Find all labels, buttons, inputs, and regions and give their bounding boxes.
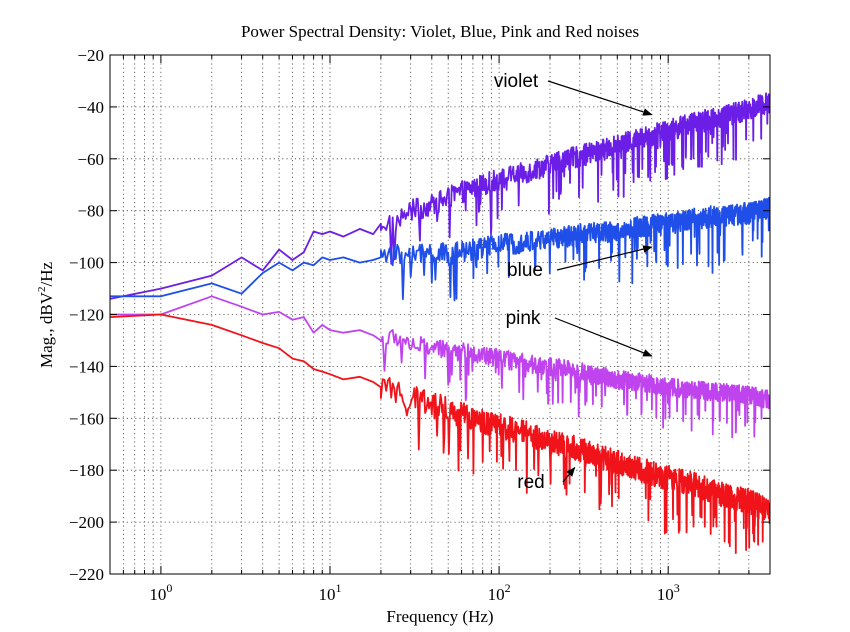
annotation-arrow-pink bbox=[554, 317, 653, 357]
y-tick-label: −80 bbox=[77, 202, 104, 221]
series-layer bbox=[110, 92, 770, 554]
x-tick-label: 100 bbox=[149, 581, 172, 604]
annotation-violet: violet bbox=[494, 71, 539, 92]
y-axis-label-main: Mag., dBV bbox=[37, 291, 56, 368]
series-line-blue bbox=[110, 196, 770, 302]
y-tick-label: −60 bbox=[77, 150, 104, 169]
tick-labels: −20 −40 −60 −80 −100 −120 −140 −160 −180 −200 −220… bbox=[69, 46, 680, 604]
x-tick-label: 101 bbox=[319, 581, 342, 604]
y-axis-label: Mag., dBV2/Hz bbox=[36, 262, 56, 369]
annotation-blue: blue bbox=[507, 260, 543, 281]
annotation-red: red bbox=[517, 472, 544, 493]
annotation-arrow-blue bbox=[556, 245, 653, 271]
annotation-arrow-red bbox=[562, 466, 576, 483]
y-axis-label-sup: 2 bbox=[36, 287, 48, 293]
series-line-violet bbox=[110, 92, 770, 300]
y-tick-label: −20 bbox=[77, 46, 104, 65]
y-tick-label: −180 bbox=[69, 461, 104, 480]
annotation-arrow-violet bbox=[547, 80, 653, 116]
x-tick-label: 103 bbox=[657, 581, 680, 604]
annotation-pink: pink bbox=[506, 308, 541, 329]
series-line-pink bbox=[110, 295, 770, 439]
axis-ticks bbox=[109, 54, 771, 575]
y-tick-label: −100 bbox=[69, 254, 104, 273]
series-line-red bbox=[110, 313, 770, 554]
y-tick-label: −140 bbox=[69, 357, 104, 376]
y-tick-label: −220 bbox=[69, 565, 104, 584]
y-tick-label: −160 bbox=[69, 409, 104, 428]
chart-title: Power Spectral Density: Violet, Blue, Pi… bbox=[241, 22, 639, 41]
y-tick-label: −120 bbox=[69, 306, 104, 325]
annotations: violet blue pink red bbox=[494, 71, 653, 493]
y-axis-label-tail: /Hz bbox=[37, 262, 56, 287]
x-tick-label: 102 bbox=[488, 581, 511, 604]
y-tick-label: −40 bbox=[77, 98, 104, 117]
x-axis-label: Frequency (Hz) bbox=[386, 607, 493, 626]
y-tick-label: −200 bbox=[69, 513, 104, 532]
